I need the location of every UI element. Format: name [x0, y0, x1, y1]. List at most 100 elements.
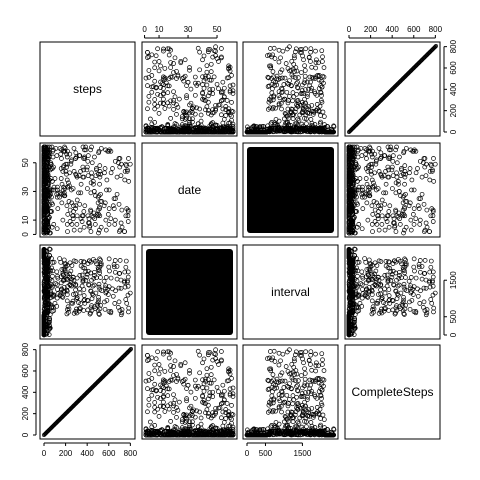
data-point — [149, 126, 155, 131]
data-point — [166, 52, 172, 58]
data-point — [421, 201, 427, 207]
data-point — [229, 128, 234, 133]
data-point — [360, 206, 366, 211]
data-point — [174, 415, 179, 420]
data-point — [78, 181, 84, 187]
data-point — [413, 170, 419, 176]
data-point — [313, 48, 318, 54]
data-point — [71, 292, 76, 297]
data-point — [54, 226, 60, 232]
data-point — [415, 166, 420, 171]
data-point — [110, 293, 116, 299]
data-point — [114, 264, 120, 269]
data-point — [77, 286, 83, 292]
data-point — [372, 219, 378, 224]
data-point — [98, 275, 103, 280]
data-point — [155, 406, 160, 412]
data-point — [77, 201, 83, 207]
data-point — [106, 264, 112, 270]
data-point — [74, 306, 79, 312]
data-point — [149, 84, 155, 90]
data-point — [409, 177, 415, 183]
data-point — [376, 146, 382, 151]
data-point — [69, 222, 75, 227]
data-point — [302, 63, 307, 69]
data-point — [181, 78, 187, 84]
data-point — [316, 77, 322, 83]
data-point — [146, 99, 152, 105]
data-point — [379, 197, 385, 203]
data-point — [421, 229, 427, 234]
data-point — [420, 305, 426, 310]
data-point — [182, 117, 188, 122]
data-point — [156, 371, 162, 377]
panel-interval-vs-CompleteSteps — [344, 244, 441, 340]
data-point — [85, 307, 91, 313]
panel-date-vs-CompleteSteps — [344, 142, 441, 238]
panel-steps-vs-date — [141, 41, 238, 137]
data-point — [227, 88, 233, 93]
data-point — [71, 209, 76, 214]
data-point — [365, 217, 371, 223]
data-point — [102, 166, 108, 171]
data-point — [382, 290, 388, 296]
data-point — [229, 117, 234, 123]
data-point — [204, 385, 210, 391]
data-point — [406, 278, 412, 284]
data-point — [190, 116, 195, 122]
data-point — [227, 129, 233, 135]
data-point — [430, 274, 436, 280]
data-point — [85, 186, 90, 191]
data-point — [149, 376, 155, 381]
data-point — [203, 75, 208, 81]
data-point — [192, 377, 198, 383]
data-point — [168, 129, 173, 135]
data-point — [197, 49, 202, 55]
data-point — [308, 59, 313, 64]
data-point — [179, 116, 185, 122]
data-point — [166, 83, 172, 89]
data-point — [171, 410, 176, 415]
panel-frame — [39, 244, 136, 340]
data-point — [89, 160, 95, 166]
data-point — [370, 212, 376, 217]
data-point — [428, 258, 434, 264]
data-point — [161, 74, 166, 80]
panel-interval-vs-date — [141, 244, 238, 340]
data-point — [369, 298, 375, 304]
data-point — [110, 286, 115, 292]
data-point — [197, 67, 202, 73]
data-point — [387, 203, 393, 209]
data-point — [185, 79, 191, 85]
data-point — [71, 146, 77, 151]
data-point — [58, 176, 64, 181]
data-point — [102, 306, 108, 312]
data-point — [146, 371, 152, 376]
data-point — [268, 98, 274, 104]
data-point — [402, 256, 407, 262]
data-point — [122, 177, 128, 183]
data-point — [74, 222, 80, 227]
data-point — [187, 67, 192, 73]
data-point — [97, 256, 102, 262]
data-point — [417, 258, 423, 263]
data-point — [423, 220, 429, 226]
data-point — [355, 273, 360, 279]
data-point — [64, 203, 70, 209]
data-point — [169, 74, 175, 80]
data-point — [182, 57, 188, 63]
data-point — [97, 181, 102, 187]
data-point — [226, 106, 231, 112]
data-point — [114, 191, 120, 197]
data-point — [106, 187, 112, 193]
data-point — [165, 46, 171, 52]
data-point — [417, 217, 423, 223]
data-point — [84, 164, 90, 170]
data-point — [55, 206, 61, 211]
data-point — [126, 305, 132, 311]
data-point — [417, 301, 423, 306]
data-point — [312, 89, 317, 95]
data-point — [152, 106, 158, 112]
data-point — [227, 89, 233, 95]
data-point — [390, 158, 396, 164]
